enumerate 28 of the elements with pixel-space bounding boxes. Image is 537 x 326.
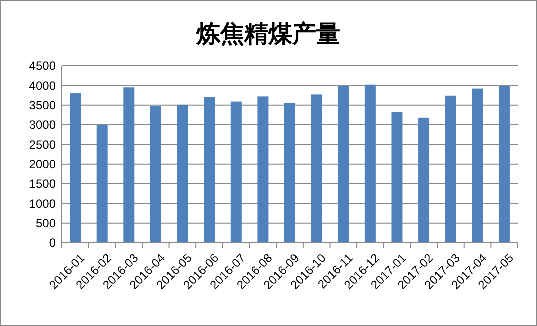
bar bbox=[96, 125, 108, 243]
bar bbox=[284, 102, 296, 243]
bar bbox=[70, 94, 82, 243]
y-tick-label: 3500 bbox=[29, 98, 56, 113]
bar bbox=[392, 112, 403, 243]
y-tick-label: 500 bbox=[36, 216, 56, 231]
y-tick-label: 2500 bbox=[29, 138, 56, 152]
bar bbox=[230, 102, 242, 243]
bar bbox=[311, 94, 322, 243]
y-tick-label: 2000 bbox=[29, 158, 56, 172]
bar bbox=[364, 84, 376, 243]
bar bbox=[498, 86, 510, 243]
bar bbox=[258, 96, 269, 243]
bar bbox=[204, 97, 216, 243]
y-tick-label: 3000 bbox=[29, 118, 56, 132]
y-tick-label: 0 bbox=[49, 236, 56, 250]
chart-title: 炼焦精煤产量 bbox=[196, 19, 340, 48]
y-tick-label: 1500 bbox=[29, 177, 56, 192]
y-tick-label: 4000 bbox=[29, 78, 56, 93]
y-tick-label: 1000 bbox=[29, 196, 56, 211]
bar bbox=[418, 118, 430, 243]
bar bbox=[445, 96, 456, 243]
bar bbox=[124, 88, 135, 243]
bar bbox=[472, 88, 484, 243]
y-tick-label: 4500 bbox=[29, 59, 56, 74]
bar bbox=[150, 106, 162, 243]
bar bbox=[177, 104, 188, 243]
bar bbox=[338, 86, 350, 243]
